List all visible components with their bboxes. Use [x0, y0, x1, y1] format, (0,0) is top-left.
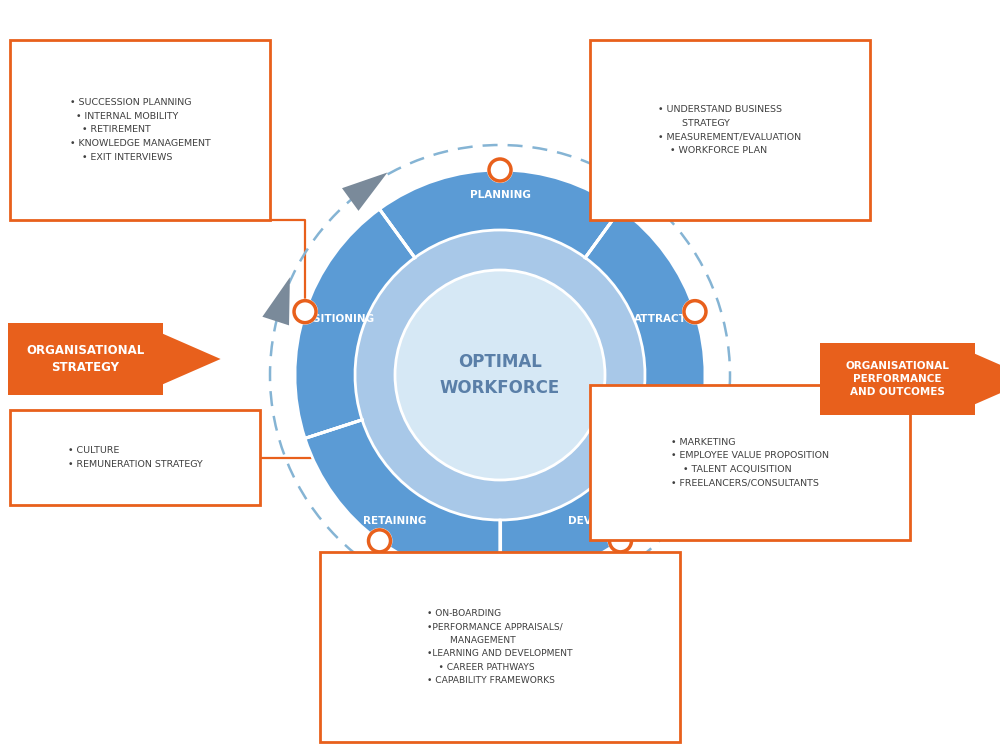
Text: • CULTURE
• REMUNERATION STRATEGY: • CULTURE • REMUNERATION STRATEGY: [68, 446, 202, 469]
FancyBboxPatch shape: [590, 385, 910, 540]
FancyBboxPatch shape: [10, 410, 260, 505]
Text: • MARKETING
• EMPLOYEE VALUE PROPOSITION
    • TALENT ACQUISITION
• FREELANCERS/: • MARKETING • EMPLOYEE VALUE PROPOSITION…: [671, 438, 829, 488]
FancyBboxPatch shape: [590, 40, 870, 220]
Polygon shape: [163, 334, 221, 384]
Circle shape: [609, 530, 631, 552]
Text: RETAINING: RETAINING: [363, 515, 426, 526]
Text: ORGANISATIONAL
PERFORMANCE
AND OUTCOMES: ORGANISATIONAL PERFORMANCE AND OUTCOMES: [846, 362, 949, 397]
Circle shape: [684, 301, 706, 322]
Circle shape: [489, 159, 511, 181]
Polygon shape: [710, 424, 738, 472]
Wedge shape: [500, 420, 695, 580]
Text: • UNDERSTAND BUSINESS
        STRATEGY
• MEASUREMENT/EVALUATION
    • WORKFORCE : • UNDERSTAND BUSINESS STRATEGY • MEASURE…: [658, 105, 802, 154]
Wedge shape: [585, 209, 705, 438]
Circle shape: [367, 528, 393, 554]
Circle shape: [395, 270, 605, 480]
Circle shape: [294, 301, 316, 322]
Wedge shape: [295, 209, 415, 438]
Text: • SUCCESSION PLANNING
  • INTERNAL MOBILITY
    • RETIREMENT
• KNOWLEDGE MANAGEM: • SUCCESSION PLANNING • INTERNAL MOBILIT…: [70, 98, 210, 161]
Text: • ON-BOARDING
•PERFORMANCE APPRAISALS/
        MANAGEMENT
•LEARNING AND DEVELOPM: • ON-BOARDING •PERFORMANCE APPRAISALS/ M…: [427, 609, 573, 686]
Circle shape: [682, 298, 708, 325]
Polygon shape: [342, 172, 387, 211]
Text: OPTIMAL
WORKFORCE: OPTIMAL WORKFORCE: [440, 352, 560, 398]
Circle shape: [295, 170, 705, 580]
Text: PLANNING: PLANNING: [470, 190, 530, 200]
Text: TRANSITIONING: TRANSITIONING: [282, 314, 375, 325]
Text: ATTRACTING: ATTRACTING: [634, 314, 708, 325]
Wedge shape: [380, 170, 620, 258]
FancyBboxPatch shape: [320, 552, 680, 742]
FancyBboxPatch shape: [10, 40, 270, 220]
Polygon shape: [262, 278, 290, 326]
FancyBboxPatch shape: [820, 343, 975, 415]
Text: DEVELOPING: DEVELOPING: [568, 515, 643, 526]
Polygon shape: [975, 354, 1000, 404]
Polygon shape: [472, 591, 518, 619]
Text: ORGANISATIONAL
STRATEGY: ORGANISATIONAL STRATEGY: [26, 344, 145, 374]
Wedge shape: [305, 420, 500, 580]
Circle shape: [292, 298, 318, 325]
Circle shape: [487, 157, 513, 183]
Circle shape: [607, 528, 633, 554]
Circle shape: [369, 530, 391, 552]
FancyBboxPatch shape: [8, 323, 163, 395]
Polygon shape: [612, 167, 658, 206]
